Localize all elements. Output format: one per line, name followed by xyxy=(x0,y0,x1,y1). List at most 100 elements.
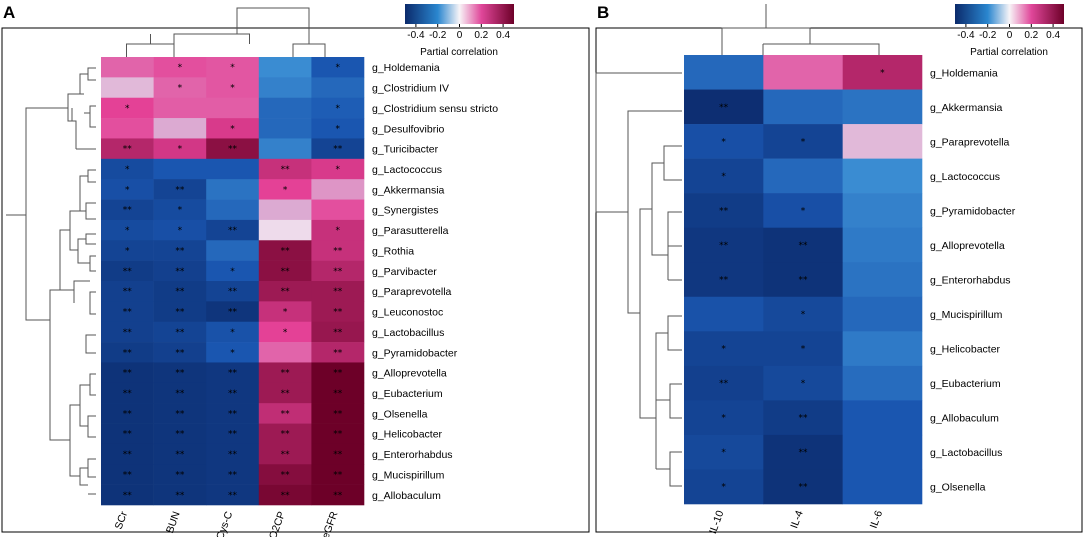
heatmap-cell xyxy=(101,118,154,139)
heatmap-cell xyxy=(258,138,312,160)
heatmap-cell xyxy=(311,240,365,261)
heatmap-cell xyxy=(684,365,764,401)
heatmap-cell xyxy=(842,400,923,436)
significance-star: * xyxy=(178,63,183,73)
legend-tick-label: 0 xyxy=(457,30,463,41)
heatmap-cell xyxy=(311,321,365,343)
significance-star: * xyxy=(335,226,340,236)
heatmap-cell xyxy=(153,57,207,78)
panel-label-a: A xyxy=(3,3,15,22)
significance-star: ** xyxy=(228,430,238,440)
significance-star: ** xyxy=(333,145,343,155)
heatmap-cell xyxy=(153,118,207,139)
significance-star: ** xyxy=(719,379,729,389)
significance-star: ** xyxy=(281,491,291,501)
heatmap-a-cells xyxy=(101,57,365,506)
significance-star: ** xyxy=(123,206,133,216)
column-label: IL-4 xyxy=(788,509,806,530)
significance-star: ** xyxy=(123,348,133,358)
heatmap-cell xyxy=(311,158,365,180)
column-label: Cys-C xyxy=(214,510,235,537)
significance-star: * xyxy=(178,145,183,155)
row-label: g_Parvibacter xyxy=(372,266,437,278)
significance-star: ** xyxy=(333,409,343,419)
significance-star: * xyxy=(801,345,806,355)
significance-star: * xyxy=(283,185,288,195)
significance-star: * xyxy=(125,185,130,195)
heatmap-cell xyxy=(101,362,154,384)
significance-star: ** xyxy=(333,389,343,399)
legend-tick-label: 0.2 xyxy=(1024,30,1038,41)
heatmap-cell xyxy=(763,158,843,194)
significance-star: ** xyxy=(281,165,291,175)
heatmap-cell xyxy=(258,342,312,363)
heatmap-cell xyxy=(101,219,154,241)
heatmap-cell xyxy=(206,362,260,384)
row-label: g_Eubacterium xyxy=(372,388,443,400)
heatmap-cell xyxy=(311,77,365,99)
heatmap-cell xyxy=(763,331,843,367)
significance-star: ** xyxy=(123,145,133,155)
significance-star: ** xyxy=(123,328,133,338)
significance-star: * xyxy=(230,124,235,134)
heatmap-cell xyxy=(153,138,207,160)
significance-star: ** xyxy=(123,267,133,277)
row-label: g_Pyramidobacter xyxy=(372,347,458,359)
row-label: g_Enterorhabdus xyxy=(930,275,1011,287)
row-label: g_Paraprevotella xyxy=(930,136,1010,148)
significance-star: * xyxy=(125,226,130,236)
heatmap-cell xyxy=(842,331,923,367)
significance-star: ** xyxy=(333,246,343,256)
significance-star: ** xyxy=(175,389,185,399)
heatmap-cell xyxy=(258,260,312,282)
heatmap-cell xyxy=(101,423,154,445)
row-label: g_Olsenella xyxy=(930,482,986,494)
significance-star: ** xyxy=(228,308,238,318)
heatmap-a-column-labels: SCr BUN Cys-C CO2CP eGFR xyxy=(113,509,341,537)
significance-star: ** xyxy=(799,483,809,493)
significance-star: ** xyxy=(719,103,729,113)
significance-star: ** xyxy=(333,328,343,338)
significance-star: * xyxy=(283,328,288,338)
significance-star: ** xyxy=(228,409,238,419)
row-label: g_Olsenella xyxy=(372,408,428,420)
heatmap-cell xyxy=(258,97,312,119)
significance-star: * xyxy=(335,104,340,114)
heatmap-cell xyxy=(258,219,312,241)
significance-star: * xyxy=(230,348,235,358)
heatmap-cell xyxy=(311,281,365,302)
significance-star: ** xyxy=(175,185,185,195)
row-label: g_Lactobacillus xyxy=(372,327,444,339)
heatmap-cell xyxy=(763,296,843,332)
heatmap-cell xyxy=(258,464,312,485)
heatmap-cell xyxy=(101,321,154,343)
heatmap-cell xyxy=(311,97,365,119)
row-label: g_Helicobacter xyxy=(372,429,443,441)
heatmap-cell xyxy=(206,342,260,363)
heatmap-cell xyxy=(842,158,923,194)
column-label: BUN xyxy=(164,510,183,535)
heatmap-cell xyxy=(153,281,207,302)
heatmap-cell xyxy=(311,219,365,241)
significance-star: ** xyxy=(799,276,809,286)
row-label: g_Helicobacter xyxy=(930,344,1001,356)
row-label: g_Alloprevotella xyxy=(930,240,1005,252)
heatmap-cell xyxy=(842,55,923,90)
heatmap-cell xyxy=(842,124,923,159)
significance-star: * xyxy=(335,165,340,175)
heatmap-cell xyxy=(258,321,312,343)
heatmap-cell xyxy=(206,240,260,261)
heatmap-cell xyxy=(206,158,260,180)
heatmap-cell xyxy=(206,77,260,99)
heatmap-cell xyxy=(258,57,312,78)
significance-star: * xyxy=(721,345,726,355)
heatmap-cell xyxy=(206,97,260,119)
row-label: g_Lactococcus xyxy=(930,171,1000,183)
heatmap-cell xyxy=(763,469,843,505)
heatmap-cell xyxy=(101,199,154,221)
significance-star: ** xyxy=(123,389,133,399)
significance-star: ** xyxy=(175,491,185,501)
significance-star: ** xyxy=(123,369,133,379)
heatmap-cell xyxy=(258,179,312,200)
heatmap-cell xyxy=(153,464,207,485)
